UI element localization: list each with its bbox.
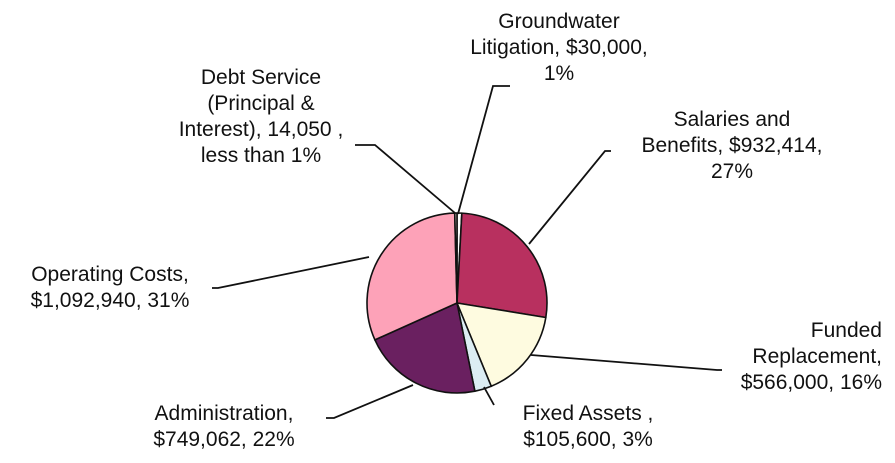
leader-line-debt-service-principal-interest bbox=[355, 144, 456, 214]
label-line: Replacement, bbox=[752, 345, 882, 368]
label-funded-replacement: Funded Replacement, $566,000, 16% bbox=[741, 319, 882, 394]
label-line: Litigation, $30,000, bbox=[470, 36, 647, 59]
label-operating-costs: Operating Costs, $1,092,940, 31% bbox=[31, 263, 190, 312]
slice-administration bbox=[374, 302, 476, 394]
leader-line-administration bbox=[326, 384, 414, 419]
label-line: Administration, bbox=[155, 402, 294, 425]
leader-line-fixed-assets bbox=[483, 386, 495, 406]
leader-line-operating-costs bbox=[212, 256, 370, 289]
pie-slices bbox=[366, 212, 548, 394]
slice-operating-costs bbox=[366, 212, 458, 341]
label-line: 1% bbox=[544, 62, 574, 85]
leader-line-funded-replacement bbox=[530, 354, 722, 371]
label-line: Fixed Assets , bbox=[523, 402, 654, 425]
label-line: Operating Costs, bbox=[31, 263, 189, 286]
label-groundwater-litigation: Groundwater Litigation, $30,000, 1% bbox=[470, 10, 647, 85]
leader-line-salaries-and-benefits bbox=[528, 150, 611, 245]
label-line: (Principal & bbox=[207, 92, 314, 115]
label-line: Debt Service bbox=[201, 66, 321, 89]
label-line: Benefits, $932,414, bbox=[642, 134, 823, 157]
label-line: Funded bbox=[811, 319, 882, 342]
label-line: less than 1% bbox=[201, 144, 321, 167]
label-line: Salaries and bbox=[674, 108, 791, 131]
label-line: $749,062, 22% bbox=[153, 428, 294, 451]
label-fixed-assets: Fixed Assets , $105,600, 3% bbox=[523, 402, 654, 451]
label-line: $566,000, 16% bbox=[741, 371, 882, 394]
label-line: Interest), 14,050 , bbox=[179, 118, 344, 141]
slice-salaries-and-benefits bbox=[456, 212, 548, 319]
label-line: Groundwater bbox=[498, 10, 619, 33]
label-line: $105,600, 3% bbox=[523, 428, 653, 451]
label-administration: Administration, $749,062, 22% bbox=[153, 402, 294, 451]
label-debt-service-principal-interest: Debt Service (Principal & Interest), 14,05… bbox=[179, 66, 344, 167]
label-line: $1,092,940, 31% bbox=[31, 289, 190, 312]
leader-line-groundwater-litigation bbox=[457, 85, 510, 215]
label-salaries-and-benefits: Salaries and Benefits, $932,414, 27% bbox=[642, 108, 823, 183]
slice-funded-replacement bbox=[456, 302, 547, 388]
label-line: 27% bbox=[711, 160, 753, 183]
